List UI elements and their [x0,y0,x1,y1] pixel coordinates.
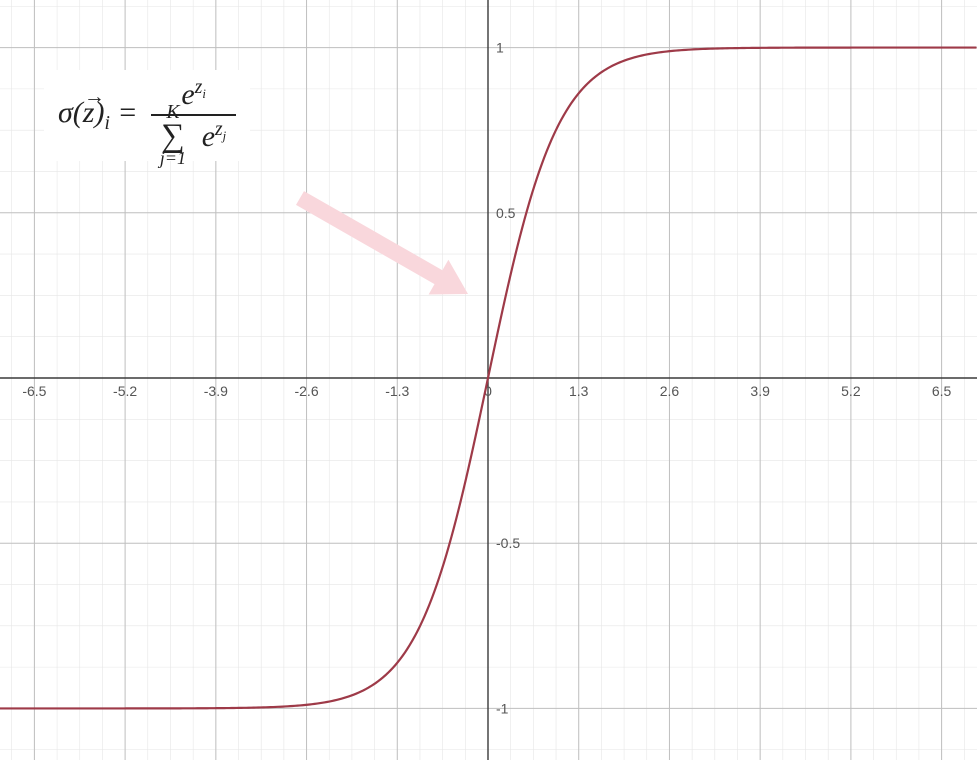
formula-zj: z [215,119,223,140]
chart-container: -6.5-5.2-3.9-2.6-1.301.32.63.95.26.5-1-0… [0,0,977,760]
x-tick-label: 5.2 [841,383,861,399]
x-tick-label: -6.5 [22,383,46,399]
softmax-formula: σ(→z)i = ezi K ∑ j=1 ezj [44,70,250,161]
formula-sum: K ∑ j=1 [161,120,185,153]
x-tick-label: -1.3 [385,383,409,399]
y-tick-label: 1 [496,40,504,56]
formula-numerator: ezi [151,78,236,114]
x-tick-label: -5.2 [113,383,137,399]
x-tick-label: 1.3 [569,383,589,399]
y-tick-label: -0.5 [496,535,520,551]
y-tick-label: 0.5 [496,205,516,221]
formula-e-den: e [202,120,215,153]
x-tick-label: -2.6 [294,383,318,399]
x-tick-label: 2.6 [660,383,680,399]
x-tick-label: 6.5 [932,383,952,399]
y-tick-label: -1 [496,700,509,716]
formula-denominator: K ∑ j=1 ezj [151,114,236,153]
formula-e-num: e [181,78,194,111]
formula-sum-upper: K [166,103,179,123]
formula-equals: = [117,96,137,129]
formula-lparen: ( [73,96,83,129]
formula-zj-sub: j [223,129,227,143]
formula-sub-i: i [104,113,109,134]
x-tick-label: 3.9 [750,383,770,399]
formula-sigma: σ [58,96,73,129]
formula-sum-lower: j=1 [160,149,186,167]
x-tick-label: -3.9 [204,383,228,399]
formula-zi-sub: i [202,87,206,101]
formula-vec-arrow: → [84,86,105,107]
